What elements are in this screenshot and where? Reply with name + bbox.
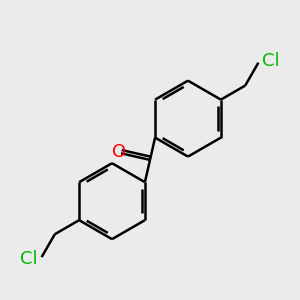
Text: Cl: Cl: [262, 52, 280, 70]
Text: Cl: Cl: [20, 250, 38, 268]
Text: O: O: [112, 142, 126, 160]
